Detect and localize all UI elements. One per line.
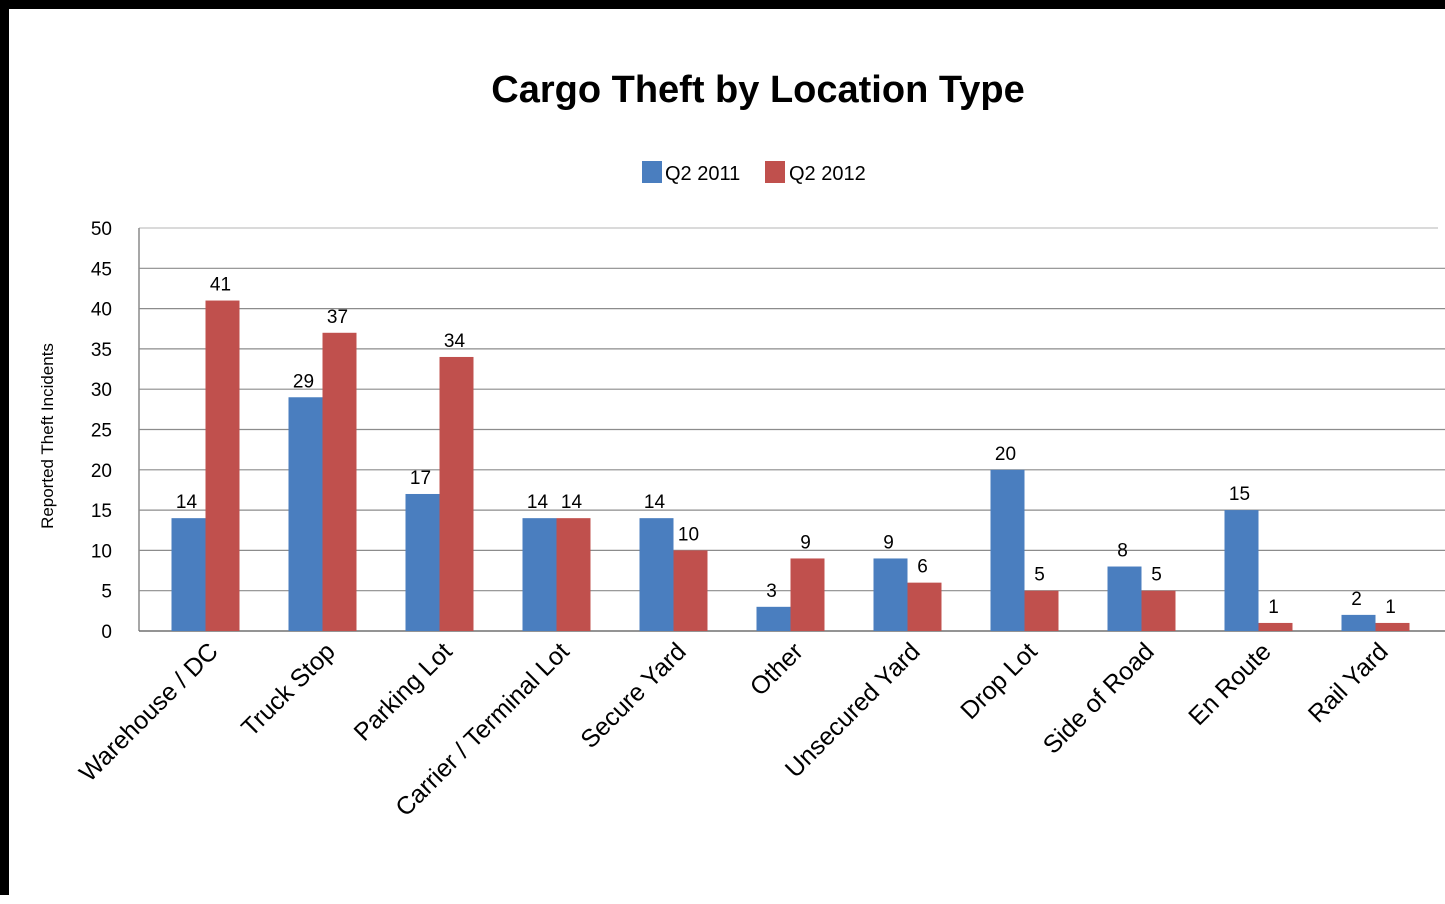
legend-swatch-q2-2011 [642, 161, 662, 183]
chart-title: Cargo Theft by Location Type [491, 69, 1024, 111]
data-label-q2-2012-secure-yard: 10 [678, 524, 699, 545]
category-label-en-route: En Route [1183, 637, 1277, 731]
bar-chart: Cargo Theft by Location Type Q2 2011 Q2 … [38, 69, 1445, 822]
data-label-q2-2011-rail-yard: 2 [1351, 589, 1362, 610]
data-label-q2-2012-side-of-road: 5 [1151, 565, 1162, 586]
bar-q2-2011-secure-yard [639, 518, 674, 631]
bar-q2-2011-unsecured-yard [873, 558, 908, 631]
legend-label-q2-2011: Q2 2011 [665, 163, 740, 185]
y-tick-label: 40 [91, 300, 112, 321]
y-tick-label: 45 [91, 259, 112, 280]
y-tick-label: 0 [101, 622, 112, 643]
bar-q2-2011-warehouse-dc [171, 518, 206, 631]
bar-q2-2012-side-of-road [1141, 590, 1176, 631]
legend: Q2 2011 Q2 2012 [642, 161, 866, 185]
legend-label-q2-2012: Q2 2012 [789, 163, 866, 185]
legend-swatch-q2-2012 [765, 161, 785, 183]
data-label-q2-2011-unsecured-yard: 9 [883, 532, 894, 553]
category-label-other: Other [745, 637, 809, 701]
bar-q2-2011-other [756, 606, 791, 631]
gridlines [138, 227, 1445, 632]
category-label-side-of-road: Side of Road [1038, 637, 1160, 759]
category-label-truck-stop: Truck Stop [236, 637, 341, 742]
data-label-q2-2012-carrier-terminal-lot: 14 [561, 492, 583, 513]
category-label-drop-lot: Drop Lot [955, 637, 1043, 725]
y-tick-labels: 0 5 10 15 20 25 30 35 40 45 50 [91, 219, 112, 643]
data-label-q2-2011-side-of-road: 8 [1117, 541, 1128, 562]
bar-q2-2012-other [790, 558, 825, 631]
y-tick-label: 5 [101, 582, 112, 603]
bars [171, 300, 1410, 631]
category-label-rail-yard: Rail Yard [1303, 637, 1394, 728]
y-tick-label: 10 [91, 541, 112, 562]
data-label-q2-2011-secure-yard: 14 [644, 492, 666, 513]
data-label-q2-2012-unsecured-yard: 6 [917, 557, 928, 578]
bar-q2-2012-unsecured-yard [907, 582, 942, 631]
data-label-q2-2012-en-route: 1 [1268, 597, 1279, 618]
bar-q2-2011-rail-yard [1341, 614, 1376, 631]
data-label-q2-2011-warehouse-dc: 14 [176, 492, 198, 513]
data-label-q2-2011-parking-lot: 17 [410, 468, 431, 489]
data-label-q2-2011-carrier-terminal-lot: 14 [527, 492, 549, 513]
y-tick-label: 50 [91, 219, 112, 240]
bar-q2-2012-carrier-terminal-lot [556, 518, 591, 631]
data-label-q2-2011-truck-stop: 29 [293, 371, 314, 392]
category-label-parking-lot: Parking Lot [349, 637, 458, 746]
y-tick-label: 20 [91, 461, 112, 482]
data-label-q2-2011-drop-lot: 20 [995, 444, 1016, 465]
category-labels: Warehouse / DC Truck Stop Parking LotCarri… [74, 637, 1394, 822]
bar-q2-2011-drop-lot [990, 469, 1025, 631]
bar-q2-2012-parking-lot [439, 356, 474, 631]
data-label-q2-2012-rail-yard: 1 [1385, 597, 1396, 618]
y-axis-label: Reported Theft Incidents [38, 343, 57, 529]
y-tick-label: 25 [91, 421, 112, 442]
bar-q2-2011-parking-lot [405, 493, 440, 631]
bar-q2-2012-truck-stop [322, 332, 357, 631]
data-label-q2-2012-other: 9 [800, 532, 811, 553]
y-tick-label: 15 [91, 501, 112, 522]
bar-q2-2012-secure-yard [673, 550, 708, 631]
data-label-q2-2012-parking-lot: 34 [444, 331, 466, 352]
data-label-q2-2012-warehouse-dc: 41 [210, 275, 231, 296]
bar-q2-2012-warehouse-dc [205, 300, 240, 631]
bar-q2-2012-drop-lot [1024, 590, 1059, 631]
bar-q2-2011-truck-stop [288, 397, 323, 631]
bar-q2-2011-side-of-road [1107, 566, 1142, 631]
data-label-q2-2011-other: 3 [766, 581, 777, 602]
bar-q2-2012-rail-yard [1375, 622, 1410, 631]
bar-q2-2011-carrier-terminal-lot [522, 518, 557, 631]
data-label-q2-2011-en-route: 15 [1229, 484, 1250, 505]
data-label-q2-2012-drop-lot: 5 [1034, 565, 1045, 586]
category-label-warehouse-dc: Warehouse / DC [74, 637, 224, 787]
bar-q2-2012-en-route [1258, 622, 1293, 631]
bar-q2-2011-en-route [1224, 510, 1259, 631]
y-tick-label: 30 [91, 380, 112, 401]
data-labels: 14 41 29 37 17 34 14 14 14 10 3 9 9 6 20 5 8 5 15 1 2 1 [176, 275, 1396, 618]
y-tick-label: 35 [91, 340, 112, 361]
category-label-secure-yard: Secure Yard [575, 637, 691, 753]
data-label-q2-2012-truck-stop: 37 [327, 307, 348, 328]
